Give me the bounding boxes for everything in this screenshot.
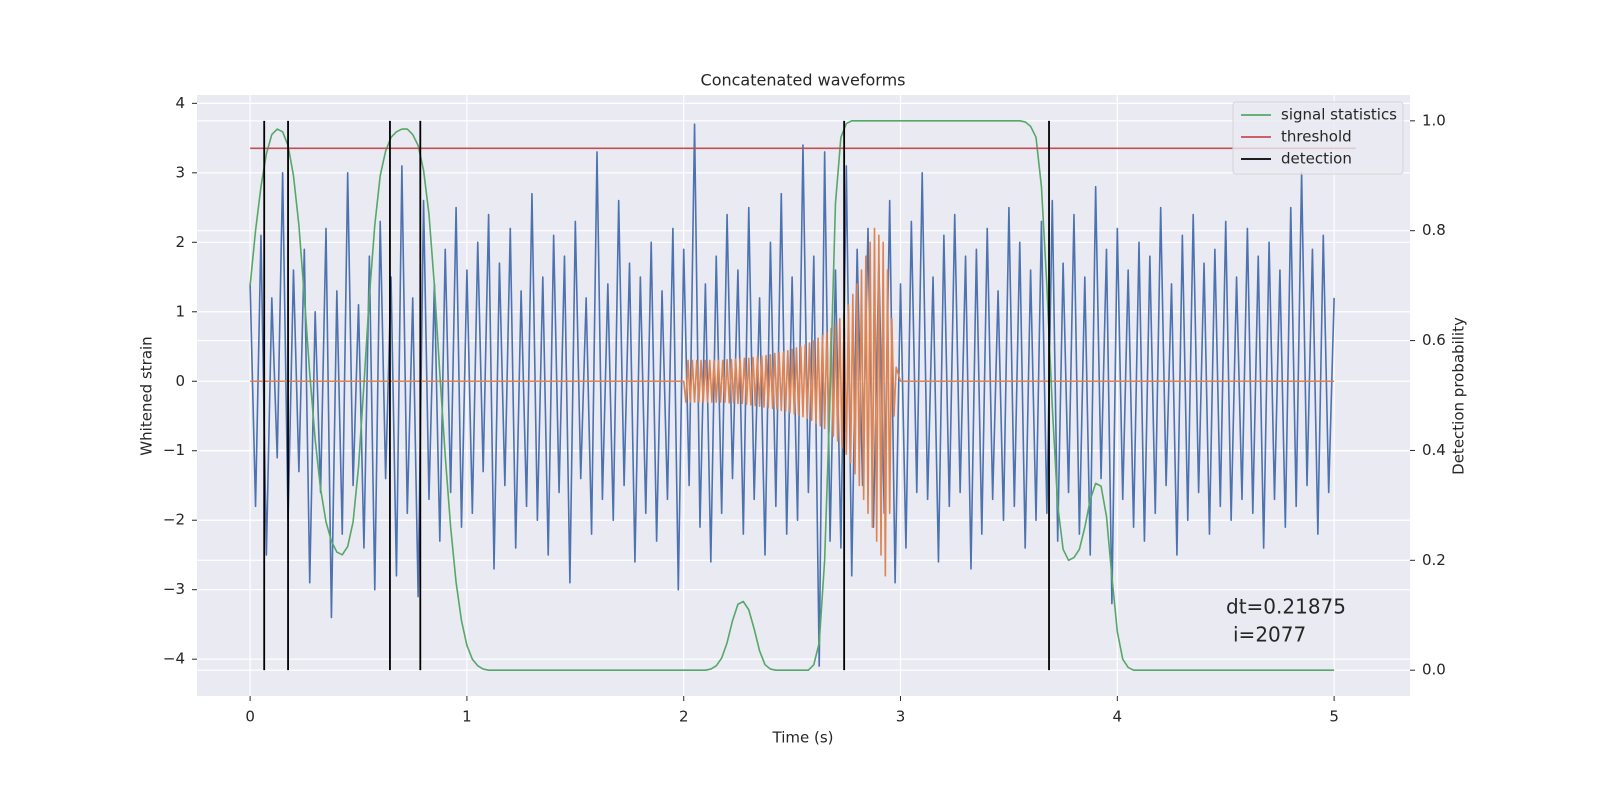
y-tick-label: 2 xyxy=(175,233,185,251)
legend-label: detection xyxy=(1281,150,1352,168)
y2-tick-label: 0.6 xyxy=(1422,331,1446,349)
y-tick-label: 0 xyxy=(175,372,185,390)
y-tick-label: 1 xyxy=(175,302,185,320)
y-tick-label: −1 xyxy=(163,441,185,459)
x-tick-label: 5 xyxy=(1329,708,1339,726)
y-axis-label: Whitened strain xyxy=(138,336,156,455)
waveform-line xyxy=(250,227,1335,577)
y2-tick-label: 0.0 xyxy=(1422,661,1446,679)
y-tick-label: 4 xyxy=(175,94,185,112)
y-tick-label: 3 xyxy=(175,163,185,181)
y2-tick-label: 0.2 xyxy=(1422,551,1446,569)
series-line xyxy=(249,120,1335,671)
y2-tick-label: 0.4 xyxy=(1422,441,1446,459)
x-tick-label: 2 xyxy=(679,708,689,726)
y-tick-label: −4 xyxy=(163,650,185,668)
y2-axis-label: Detection probability xyxy=(1450,317,1468,475)
annotation: dt=0.21875 xyxy=(1226,595,1346,619)
annotation: i=2077 xyxy=(1233,623,1306,647)
chart-title: Concatenated waveforms xyxy=(701,71,906,90)
y2-tick-label: 1.0 xyxy=(1422,111,1446,129)
x-tick-label: 0 xyxy=(245,708,255,726)
x-axis-label: Time (s) xyxy=(772,729,834,747)
x-tick-label: 3 xyxy=(896,708,906,726)
legend-label: threshold xyxy=(1281,128,1352,146)
legend-box xyxy=(1232,101,1404,175)
legend-label: signal statistics xyxy=(1281,106,1397,124)
waveform-line xyxy=(249,123,1335,667)
y-tick-label: −2 xyxy=(163,511,185,529)
x-tick-label: 1 xyxy=(462,708,472,726)
x-tick-label: 4 xyxy=(1113,708,1123,726)
y-tick-label: −3 xyxy=(163,580,185,598)
y2-tick-label: 0.8 xyxy=(1422,221,1446,239)
